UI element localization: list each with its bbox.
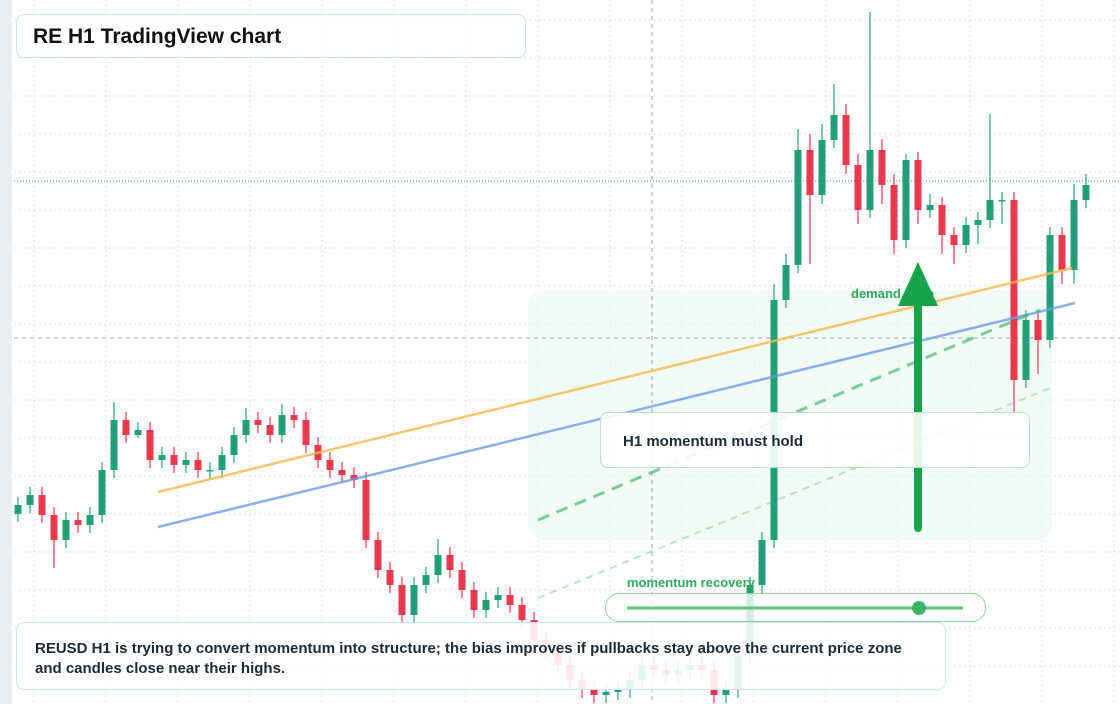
candle-body (398, 585, 406, 615)
candle-body (914, 160, 922, 210)
candle-body (266, 425, 274, 435)
candle-body (278, 415, 286, 435)
candle-body (326, 460, 334, 470)
trend-dashed (537, 308, 1041, 522)
candle-body (14, 505, 22, 514)
candle-body (986, 200, 994, 220)
arrow-head (898, 262, 938, 306)
hold-label: H1 momentum must hold (623, 433, 804, 450)
candle-body (254, 420, 262, 425)
candle-body (950, 235, 958, 245)
candle-body (158, 455, 166, 460)
candle-body (230, 435, 238, 455)
candle-body (1022, 320, 1030, 380)
candle-body (290, 415, 298, 420)
candle-body (194, 460, 202, 470)
title: RE H1 TradingView chart (33, 25, 282, 48)
candle-body (590, 690, 598, 695)
slider[interactable] (605, 593, 986, 622)
candle-body (482, 600, 490, 610)
candle-body (614, 690, 622, 692)
candle-body (854, 165, 862, 210)
candle-body (110, 420, 118, 470)
candle-body (446, 555, 454, 570)
candle-body (302, 420, 310, 445)
candle-body (1082, 185, 1090, 200)
candle-body (1046, 235, 1054, 340)
candle-body (122, 420, 130, 435)
candle-body (146, 430, 154, 460)
recovery-label: momentum recovery (627, 575, 756, 590)
candle-body (38, 495, 46, 515)
candle-body (50, 515, 58, 540)
candle-body (1058, 235, 1066, 270)
candle-body (1010, 200, 1018, 380)
candle-body (422, 575, 430, 585)
candle-body (218, 455, 226, 470)
candle-body (410, 585, 418, 615)
candle-body (362, 480, 370, 540)
candle-body (998, 200, 1006, 202)
candle-body (470, 590, 478, 610)
candle-body (134, 430, 142, 435)
title-panel: RE H1 TradingView chart (16, 14, 526, 58)
left-edge (0, 0, 12, 704)
candle-body (902, 160, 910, 240)
candle-body (878, 150, 886, 185)
candle-body (62, 520, 70, 540)
candle-body (722, 690, 730, 695)
candle-body (182, 460, 190, 465)
note-panel: REUSD H1 is trying to convert momentum i… (16, 622, 946, 690)
candle-body (938, 205, 946, 235)
candle-body (86, 515, 94, 525)
note: REUSD H1 is trying to convert momentum i… (35, 640, 902, 677)
knob[interactable] (912, 601, 926, 615)
candle-body (170, 455, 178, 465)
candle-body (506, 595, 514, 605)
candle-body (962, 225, 970, 245)
candle-body (98, 470, 106, 515)
candle-body (206, 470, 214, 472)
slider-track (627, 601, 963, 615)
candle-body (386, 570, 394, 585)
candle-body (842, 115, 850, 165)
candle-body (806, 150, 814, 195)
candle-body (494, 595, 502, 600)
candle-body (458, 570, 466, 590)
candle-body (374, 540, 382, 570)
candle-body (518, 605, 526, 620)
candle-body (1070, 200, 1078, 270)
candle-body (974, 220, 982, 225)
hold-panel: H1 momentum must hold (600, 412, 1030, 468)
candle-body (434, 555, 442, 575)
candle-body (350, 475, 358, 480)
candle-body (1034, 320, 1042, 340)
candle-body (926, 205, 934, 210)
candle-body (602, 692, 610, 695)
candle-body (26, 495, 34, 505)
candle-body (242, 420, 250, 435)
candle-body (866, 150, 874, 210)
candle-body (782, 265, 790, 300)
candle-body (794, 150, 802, 265)
candle-body (74, 520, 82, 525)
candle-body (338, 470, 346, 475)
candle-body (830, 115, 838, 140)
candle-body (758, 540, 766, 585)
candle-body (818, 140, 826, 195)
candle-body (890, 185, 898, 240)
